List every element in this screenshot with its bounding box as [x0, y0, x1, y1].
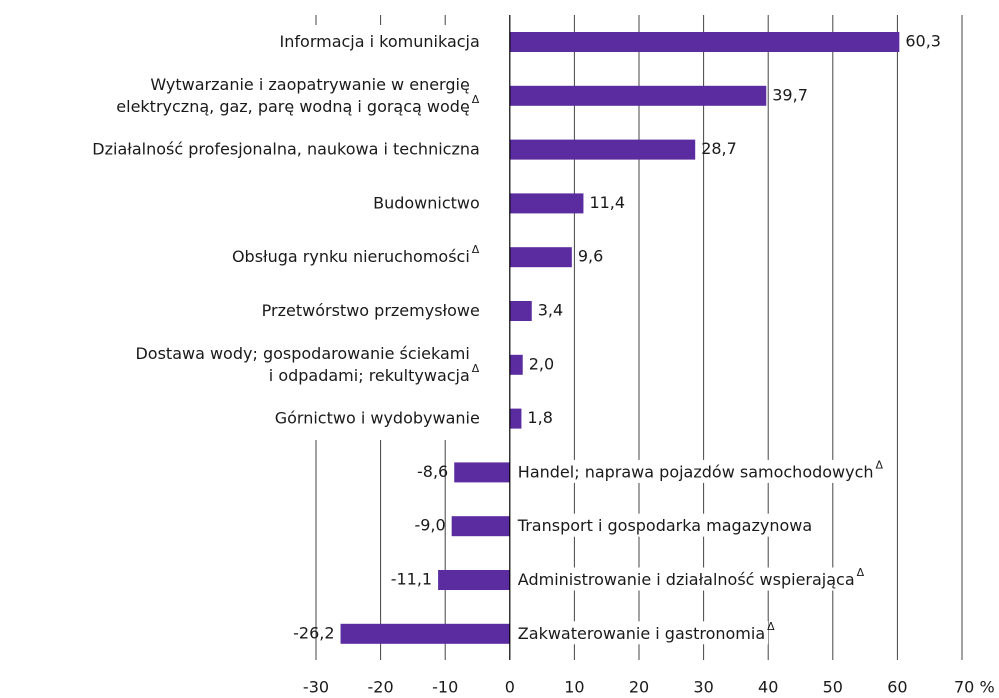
category-label: Transport i gospodarka magazynowa	[517, 516, 812, 535]
value-label: 1,8	[527, 408, 552, 427]
value-label: 9,6	[578, 247, 603, 266]
value-label: -26,2	[293, 623, 334, 642]
category-label: Handel; naprawa pojazdów samochodowych	[518, 462, 874, 481]
value-label: -11,1	[391, 570, 432, 589]
bars	[340, 32, 900, 644]
category-label: Informacja i komunikacja	[280, 32, 480, 51]
x-tick-label: -20	[368, 678, 394, 697]
bar	[509, 301, 532, 321]
bar	[438, 570, 510, 590]
bar	[454, 462, 510, 483]
labels: 60,3 Informacja i komunikacja 39,7 Wytwarza…	[92, 32, 941, 645]
bar	[509, 139, 696, 160]
x-tick-label: -30	[303, 678, 329, 697]
category-label: Dostawa wody; gospodarowanie ściekami i o…	[135, 343, 469, 384]
bar	[451, 516, 510, 537]
x-tick-label: 70 %	[954, 678, 995, 697]
bar	[340, 623, 510, 644]
x-tick-label: 10	[564, 678, 584, 697]
bar	[509, 354, 523, 375]
grid	[315, 15, 963, 660]
x-tick-label: 50	[823, 678, 843, 697]
bar	[509, 193, 584, 214]
x-tick-label: 40	[758, 678, 778, 697]
x-tick-label: 20	[629, 678, 649, 697]
value-label: -8,6	[417, 462, 448, 481]
bar	[509, 85, 767, 106]
category-label: Obsługa rynku nieruchomości	[232, 247, 470, 266]
label-background	[514, 567, 858, 591]
category-label: Administrowanie i działalność wspierając…	[518, 570, 855, 589]
x-tick-label: 30	[693, 678, 713, 697]
category-note: Δ	[857, 566, 865, 579]
bar	[509, 247, 572, 268]
category-note: Δ	[876, 458, 884, 471]
value-label: 60,3	[905, 32, 941, 51]
category-note: Δ	[767, 620, 775, 633]
bar	[509, 408, 522, 429]
category-label: Wytwarzanie i zaopatrywanie w energię ele…	[116, 74, 470, 115]
category-label: Zakwaterowanie i gastronomia	[518, 623, 765, 642]
value-label: 2,0	[529, 354, 554, 373]
label-background	[514, 459, 877, 483]
category-label: Przetwórstwo przemysłowe	[262, 301, 480, 320]
value-label: 39,7	[772, 85, 808, 104]
category-note: Δ	[472, 243, 480, 256]
label-background	[514, 621, 769, 645]
value-label: 3,4	[538, 301, 563, 320]
value-label: -9,0	[414, 516, 445, 535]
x-tick-label: -10	[432, 678, 458, 697]
bar	[509, 32, 900, 52]
label-background	[513, 513, 816, 537]
category-label: Działalność profesjonalna, naukowa i tec…	[92, 139, 480, 158]
x-tick-label: 0	[505, 678, 515, 697]
category-label: Budownictwo	[373, 193, 480, 212]
category-note: Δ	[472, 93, 480, 106]
x-tick-label: 60	[887, 678, 907, 697]
value-label: 28,7	[701, 139, 737, 158]
value-label: 11,4	[589, 193, 625, 212]
category-label: Górnictwo i wydobywanie	[275, 408, 480, 427]
category-note: Δ	[472, 362, 480, 375]
